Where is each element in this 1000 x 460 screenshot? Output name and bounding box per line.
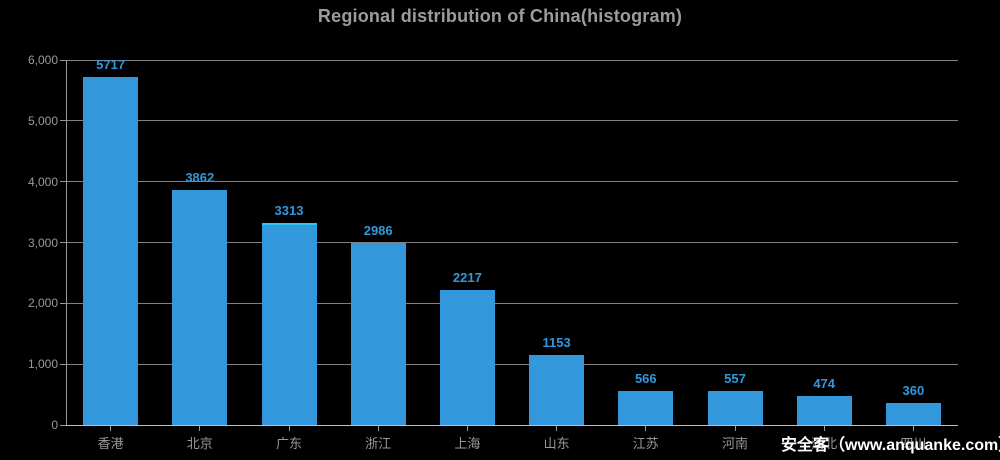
y-axis-tick xyxy=(60,120,66,122)
y-axis-label: 3,000 xyxy=(27,235,58,250)
x-axis-tick xyxy=(110,426,112,431)
bar-value-label: 566 xyxy=(634,370,657,386)
y-axis-label: 1,000 xyxy=(27,357,58,372)
x-axis-label: 上海 xyxy=(454,436,481,451)
x-axis-tick xyxy=(377,426,379,431)
y-axis-line xyxy=(66,60,67,425)
y-axis-tick xyxy=(60,59,66,61)
chart-bar[interactable] xyxy=(885,403,941,425)
chart-bar[interactable] xyxy=(83,77,139,425)
gridline xyxy=(66,59,958,61)
gridline xyxy=(66,181,958,183)
x-axis-label: 广东 xyxy=(275,436,302,451)
bar-value-label: 474 xyxy=(813,376,836,392)
bar-value-label: 2986 xyxy=(363,223,393,239)
chart-bar[interactable] xyxy=(350,243,406,425)
y-axis-label: 4,000 xyxy=(27,174,58,189)
y-axis-tick xyxy=(60,242,66,243)
chart-bar[interactable] xyxy=(439,290,495,425)
bar-value-label: 5717 xyxy=(96,57,126,73)
chart-bar[interactable] xyxy=(172,190,228,425)
gridline xyxy=(66,363,958,365)
chart-bar[interactable] xyxy=(529,354,585,425)
x-axis-tick xyxy=(645,426,647,431)
y-axis-label: 2,000 xyxy=(27,296,58,311)
y-axis-tick xyxy=(60,181,66,183)
bar-value-label: 557 xyxy=(724,371,746,387)
watermark: 安全客（www.anquanke.com） xyxy=(781,437,1000,454)
x-axis-line xyxy=(66,424,958,426)
chart-bar[interactable] xyxy=(261,223,317,425)
x-axis-tick xyxy=(556,426,558,431)
x-axis-label: 湖北 xyxy=(811,436,838,451)
x-axis-tick xyxy=(912,426,914,431)
x-axis-label: 河南 xyxy=(721,436,748,451)
y-axis-tick xyxy=(60,302,66,304)
bar-value-label: 3862 xyxy=(185,170,215,186)
x-axis-label: 浙江 xyxy=(365,436,392,451)
x-axis-label: 山东 xyxy=(543,436,570,451)
y-axis-label: 5,000 xyxy=(27,113,58,128)
y-axis-tick xyxy=(60,363,66,365)
x-axis-tick xyxy=(199,426,201,431)
x-axis-label: 北京 xyxy=(186,436,213,451)
chart-bar[interactable] xyxy=(796,396,852,425)
bar-value-label: 360 xyxy=(902,383,925,399)
x-axis-tick xyxy=(466,426,468,431)
x-axis-label: 香港 xyxy=(97,436,124,451)
x-axis-tick xyxy=(823,426,825,431)
chart-bar[interactable] xyxy=(707,391,763,425)
y-axis-label: 6,000 xyxy=(27,53,58,67)
y-axis-label: 0 xyxy=(51,418,58,432)
x-axis-tick xyxy=(734,426,736,431)
x-axis-tick xyxy=(288,426,290,431)
gridline xyxy=(66,120,958,122)
bar-value-label: 2217 xyxy=(452,270,482,286)
bar-value-label: 3313 xyxy=(274,203,304,219)
chart-title: Regional distribution of China(histogram… xyxy=(317,6,683,26)
y-axis-tick xyxy=(60,424,66,426)
chart-bar[interactable] xyxy=(618,390,674,425)
gridline xyxy=(66,242,958,243)
x-axis-label: 四川 xyxy=(900,436,927,451)
x-axis-label: 江苏 xyxy=(632,436,659,451)
gridline xyxy=(66,302,958,304)
bar-value-label: 1153 xyxy=(542,334,571,350)
